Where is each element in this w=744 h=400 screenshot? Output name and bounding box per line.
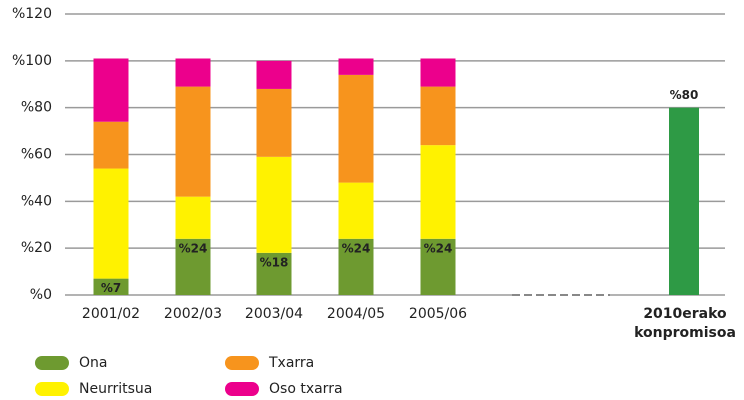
bar-segment — [256, 60, 292, 89]
x-tick-label: 2004/05 — [327, 306, 385, 322]
bar-segment — [256, 88, 292, 157]
legend-swatch — [225, 382, 259, 396]
y-tick-label: %120 — [12, 6, 52, 22]
value-label: %24 — [179, 241, 208, 255]
y-tick-label: %20 — [21, 240, 52, 256]
value-label: %24 — [424, 241, 453, 255]
y-tick-label: %80 — [21, 100, 52, 116]
bar-segment — [420, 58, 456, 87]
bar-segment — [338, 74, 374, 183]
value-label: %18 — [260, 255, 289, 269]
bar-segment — [93, 168, 129, 279]
bar-segment — [93, 58, 129, 122]
bar-segment — [256, 252, 292, 295]
y-tick-label: %100 — [12, 53, 52, 69]
bar-segment — [175, 196, 211, 239]
legend-label: Neurritsua — [79, 381, 152, 397]
x-tick-label: 2010erako konpromisoa — [634, 306, 736, 341]
x-tick-label: 2001/02 — [82, 306, 140, 322]
value-label: %80 — [670, 88, 699, 102]
legend-swatch — [35, 382, 69, 396]
bar-segment — [175, 58, 211, 87]
bar-segment — [175, 238, 211, 295]
bar-segment — [420, 145, 456, 239]
legend-label: Ona — [79, 355, 107, 371]
x-tick-label: 2003/04 — [245, 306, 303, 322]
bar-segment — [93, 278, 129, 295]
legend-label: Txarra — [268, 355, 314, 371]
value-label: %7 — [101, 281, 121, 295]
bar-segment — [338, 58, 374, 75]
legend-swatch — [225, 356, 259, 370]
y-tick-label: %60 — [21, 147, 52, 163]
legend-label: Oso txarra — [269, 381, 343, 397]
bar-segment — [338, 182, 374, 239]
value-label: %24 — [342, 241, 371, 255]
bar-segment — [256, 156, 292, 253]
x-tick-label: 2005/06 — [409, 306, 467, 322]
legend-swatch — [35, 356, 69, 370]
y-tick-label: %40 — [21, 193, 52, 209]
bar-segment — [338, 238, 374, 295]
bar-segment — [669, 107, 699, 296]
y-tick-label: %0 — [30, 287, 52, 303]
bar-segment — [420, 86, 456, 146]
bar-segment — [420, 238, 456, 295]
bar-segment — [93, 121, 129, 169]
x-tick-label: 2002/03 — [164, 306, 222, 322]
bar-segment — [175, 86, 211, 197]
